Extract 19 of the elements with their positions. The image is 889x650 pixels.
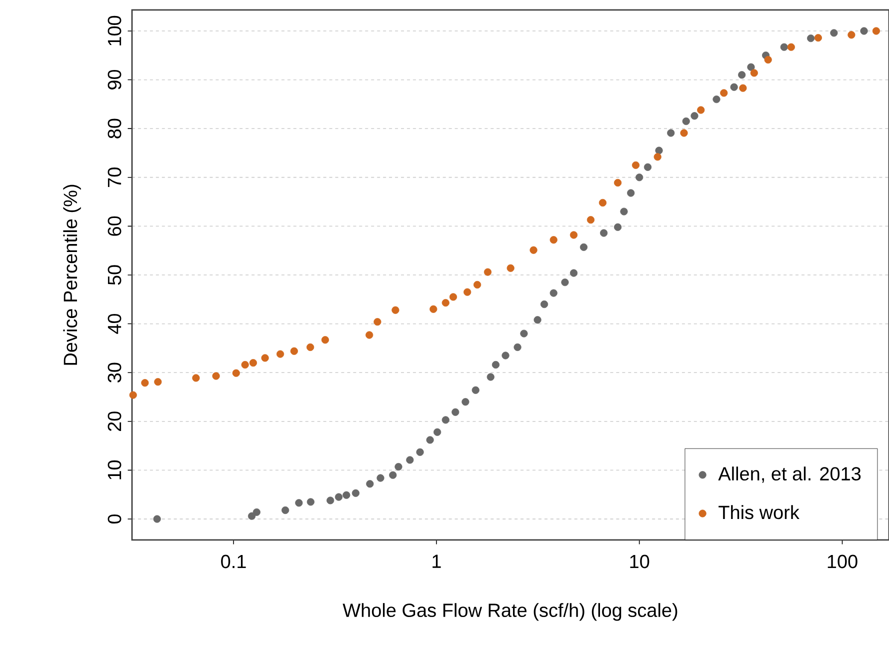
x-tick-label: 10 <box>630 554 650 568</box>
x-axis-title: Whole Gas Flow Rate (scf/h) (log scale) <box>342 603 678 621</box>
y-tick-label: 100 <box>108 16 122 46</box>
y-tick-label: 90 <box>108 70 122 90</box>
legend-label: This work <box>718 505 800 520</box>
y-tick-label: 0 <box>108 514 122 524</box>
legend-label: Allen, et al. 2013 <box>718 466 861 483</box>
x-tick-label: 100 <box>828 554 858 568</box>
y-tick-label: 10 <box>108 460 122 480</box>
y-tick-label: 30 <box>108 362 122 382</box>
y-tick-label: 50 <box>108 265 122 285</box>
y-tick-label: 70 <box>108 168 122 187</box>
y-tick-label: 40 <box>108 314 122 334</box>
y-tick-label: 60 <box>108 216 122 236</box>
x-tick-label: 0.1 <box>221 554 246 568</box>
y-tick-label: 80 <box>108 118 122 138</box>
x-tick-label: 1 <box>432 554 441 568</box>
y-tick-label: 20 <box>108 412 122 432</box>
y-axis-title: Device Percentile (%) <box>63 184 81 365</box>
